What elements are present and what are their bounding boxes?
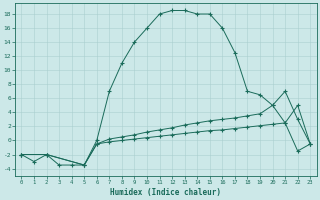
X-axis label: Humidex (Indice chaleur): Humidex (Indice chaleur) <box>110 188 221 197</box>
